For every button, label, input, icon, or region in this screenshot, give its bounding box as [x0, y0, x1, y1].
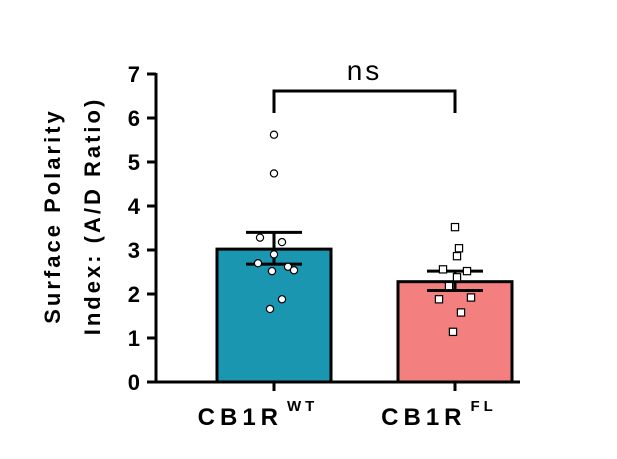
y-tick-label: 1 [128, 326, 140, 351]
data-point [277, 295, 287, 304]
category-label-superscript: FL [471, 398, 497, 415]
data-point [269, 250, 279, 259]
significance-label: ns [347, 55, 383, 86]
data-point [450, 222, 460, 232]
data-point [452, 273, 462, 282]
data-point [466, 293, 476, 302]
data-point [448, 327, 458, 337]
y-tick-label: 0 [128, 370, 140, 395]
y-axis-label-line-2: Index: (A/D Ratio) [80, 97, 105, 336]
y-axis-label-line-1: Surface Polarity [40, 108, 65, 324]
data-point [452, 251, 462, 261]
category-label-superscript: WT [287, 398, 318, 415]
data-point [267, 266, 277, 276]
y-tick-label: 4 [128, 194, 141, 219]
data-point [269, 130, 279, 139]
data-point [434, 295, 444, 304]
data-point [444, 281, 454, 291]
data-point [289, 266, 299, 275]
y-tick-label: 7 [128, 62, 140, 87]
y-tick-label: 5 [128, 150, 140, 175]
data-point [269, 169, 279, 178]
data-point [277, 237, 287, 247]
category-label: CB1R WT [198, 398, 319, 431]
data-point [462, 266, 472, 276]
category-label-base: CB1R [381, 404, 466, 431]
y-tick-label: 6 [128, 106, 140, 131]
data-point [253, 259, 263, 268]
data-point [438, 265, 448, 274]
category-label-base: CB1R [198, 404, 283, 431]
category-label: CB1R FL [381, 398, 497, 431]
data-point [456, 308, 466, 317]
significance-bracket [272, 89, 457, 113]
y-tick-label: 2 [128, 282, 140, 307]
y-axis-label-group: Surface Polarity Index: (A/D Ratio) [40, 97, 105, 336]
data-point [255, 233, 265, 242]
data-point [283, 262, 293, 271]
data-point [454, 244, 464, 253]
data-point [265, 304, 275, 314]
y-tick-label: 3 [128, 238, 140, 263]
